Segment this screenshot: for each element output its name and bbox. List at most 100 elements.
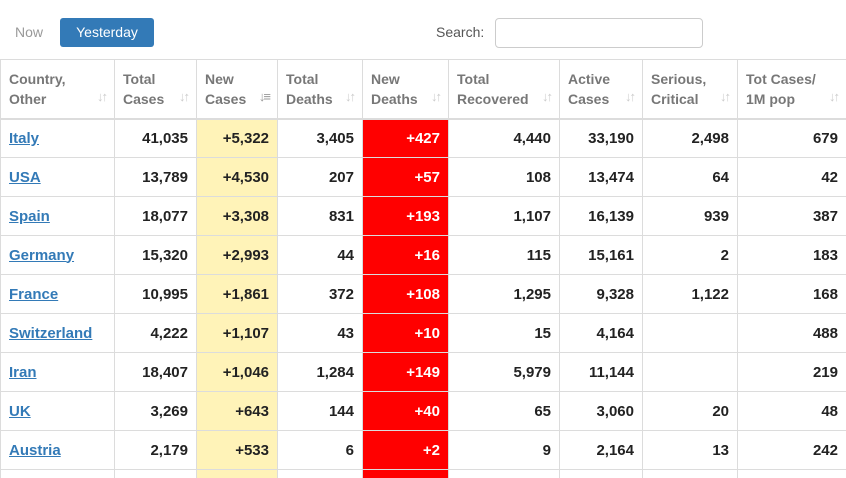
total-cases-cell: 18,407 bbox=[114, 352, 197, 392]
sort-arrows-icon[interactable]: ↓↑ bbox=[345, 88, 356, 104]
tab-now[interactable]: Now bbox=[14, 24, 43, 40]
header-line: Cases bbox=[205, 90, 247, 107]
total-recovered-cell: 5,979 bbox=[448, 352, 560, 392]
sort-arrows-icon[interactable]: ↓↑ bbox=[431, 88, 442, 104]
country-link[interactable]: Italy bbox=[9, 129, 40, 147]
table-row: USA 13,789 +4,530 207 +57 108 13,474 64 … bbox=[0, 157, 846, 197]
new-cases-cell: +2,993 bbox=[196, 235, 278, 275]
country-cell: UK bbox=[0, 391, 115, 431]
new-deaths-cell: +10 bbox=[362, 313, 449, 353]
country-cell: USA bbox=[0, 157, 115, 197]
new-deaths-cell: +149 bbox=[362, 352, 449, 392]
sort-arrows-icon[interactable]: ↓↑ bbox=[542, 88, 553, 104]
total-recovered-cell: 4,440 bbox=[448, 118, 560, 158]
total-cases-cell: 3,269 bbox=[114, 391, 197, 431]
tab-yesterday[interactable]: Yesterday bbox=[60, 18, 154, 47]
new-deaths-cell: +40 bbox=[362, 391, 449, 431]
country-link[interactable]: UK bbox=[9, 402, 31, 420]
new-cases-cell: +1,107 bbox=[196, 313, 278, 353]
active-cases-cell: 33,190 bbox=[559, 118, 643, 158]
country-cell: Italy bbox=[0, 118, 115, 158]
empty-cell bbox=[737, 469, 846, 478]
cases-per-million-cell: 42 bbox=[737, 157, 846, 197]
header-line: Total bbox=[123, 70, 156, 87]
table-row: Spain 18,077 +3,308 831 +193 1,107 16,13… bbox=[0, 196, 846, 236]
sort-arrows-icon[interactable]: ↓↑ bbox=[829, 88, 840, 104]
new-cases-cell: +3,308 bbox=[196, 196, 278, 236]
serious-critical-cell: 2 bbox=[642, 235, 738, 275]
column-header-serious-critical[interactable]: Serious, Critical ↓↑ bbox=[642, 59, 738, 120]
total-recovered-cell: 108 bbox=[448, 157, 560, 197]
new-cases-cell: +1,046 bbox=[196, 352, 278, 392]
new-cases-cell: +643 bbox=[196, 391, 278, 431]
column-header-cases-per-million[interactable]: Tot Cases/1M pop ↓↑ bbox=[737, 59, 846, 120]
sort-arrows-icon[interactable]: ↓↑ bbox=[179, 88, 190, 104]
new-deaths-cell: +427 bbox=[362, 118, 449, 158]
column-header-active-cases[interactable]: Active Cases ↓↑ bbox=[559, 59, 643, 120]
search-label: Search: bbox=[436, 24, 485, 40]
country-link[interactable]: Austria bbox=[9, 441, 61, 459]
country-cell: France bbox=[0, 274, 115, 314]
header-line: Other bbox=[9, 90, 47, 107]
sort-arrows-icon[interactable]: ↓↑ bbox=[625, 88, 636, 104]
country-cell: Germany bbox=[0, 235, 115, 275]
search-input[interactable] bbox=[495, 18, 703, 48]
header-line: Total bbox=[457, 70, 490, 87]
header-line: Total bbox=[286, 70, 319, 87]
total-deaths-cell: 1,284 bbox=[277, 352, 363, 392]
column-header-total-recovered[interactable]: Total Recovered ↓↑ bbox=[448, 59, 560, 120]
header-line: Serious, bbox=[651, 70, 707, 87]
cases-per-million-cell: 679 bbox=[737, 118, 846, 158]
sort-arrows-icon[interactable]: ↓↑ bbox=[97, 88, 108, 104]
table-row: Italy 41,035 +5,322 3,405 +427 4,440 33,… bbox=[0, 118, 846, 158]
total-recovered-cell: 115 bbox=[448, 235, 560, 275]
cases-per-million-cell: 219 bbox=[737, 352, 846, 392]
total-deaths-cell: 43 bbox=[277, 313, 363, 353]
country-link[interactable]: France bbox=[9, 285, 59, 303]
column-header-new-cases[interactable]: New Cases ↓≡ bbox=[196, 59, 278, 120]
new-cases-cell: +533 bbox=[196, 430, 278, 470]
column-header-new-deaths[interactable]: New Deaths ↓↑ bbox=[362, 59, 449, 120]
header-line: Deaths bbox=[286, 90, 333, 107]
new-deaths-cell: +193 bbox=[362, 196, 449, 236]
cases-per-million-cell: 488 bbox=[737, 313, 846, 353]
country-link[interactable]: USA bbox=[9, 168, 41, 186]
total-recovered-cell: 1,107 bbox=[448, 196, 560, 236]
header-line: New bbox=[371, 70, 400, 87]
total-deaths-cell: 44 bbox=[277, 235, 363, 275]
serious-critical-cell: 1,122 bbox=[642, 274, 738, 314]
total-recovered-cell: 15 bbox=[448, 313, 560, 353]
new-deaths-cell: +16 bbox=[362, 235, 449, 275]
cases-table: Country, Other ↓↑ Total Cases ↓↑ New Cases ↓≡ … bbox=[0, 59, 846, 478]
new-deaths-cell: +57 bbox=[362, 157, 449, 197]
country-link[interactable]: Spain bbox=[9, 207, 50, 225]
total-cases-cell: 13,789 bbox=[114, 157, 197, 197]
header-line: 1M pop bbox=[746, 90, 795, 107]
column-header-total-deaths[interactable]: Total Deaths ↓↑ bbox=[277, 59, 363, 120]
column-header-total-cases[interactable]: Total Cases ↓↑ bbox=[114, 59, 197, 120]
serious-critical-cell: 939 bbox=[642, 196, 738, 236]
header-line: Cases bbox=[568, 90, 610, 107]
country-link[interactable]: Germany bbox=[9, 246, 75, 264]
column-header-country[interactable]: Country, Other ↓↑ bbox=[0, 59, 115, 120]
serious-critical-cell: 20 bbox=[642, 391, 738, 431]
country-cell: Iran bbox=[0, 352, 115, 392]
header-line: Tot Cases/ bbox=[746, 70, 816, 87]
country-link[interactable]: Switzerland bbox=[9, 324, 93, 342]
country-link[interactable]: Iran bbox=[9, 363, 37, 381]
new-deaths-cell: +2 bbox=[362, 430, 449, 470]
active-cases-cell: 13,474 bbox=[559, 157, 643, 197]
cases-per-million-cell: 168 bbox=[737, 274, 846, 314]
sort-desc-icon[interactable]: ↓≡ bbox=[258, 88, 271, 104]
sort-arrows-icon[interactable]: ↓↑ bbox=[720, 88, 731, 104]
header-line: Country, bbox=[9, 70, 66, 87]
empty-cell bbox=[642, 469, 738, 478]
serious-critical-cell: 13 bbox=[642, 430, 738, 470]
header-line: Cases bbox=[123, 90, 165, 107]
active-cases-cell: 3,060 bbox=[559, 391, 643, 431]
total-deaths-cell: 207 bbox=[277, 157, 363, 197]
total-recovered-cell: 65 bbox=[448, 391, 560, 431]
active-cases-cell: 16,139 bbox=[559, 196, 643, 236]
new-cases-cell: +1,861 bbox=[196, 274, 278, 314]
cases-per-million-cell: 387 bbox=[737, 196, 846, 236]
